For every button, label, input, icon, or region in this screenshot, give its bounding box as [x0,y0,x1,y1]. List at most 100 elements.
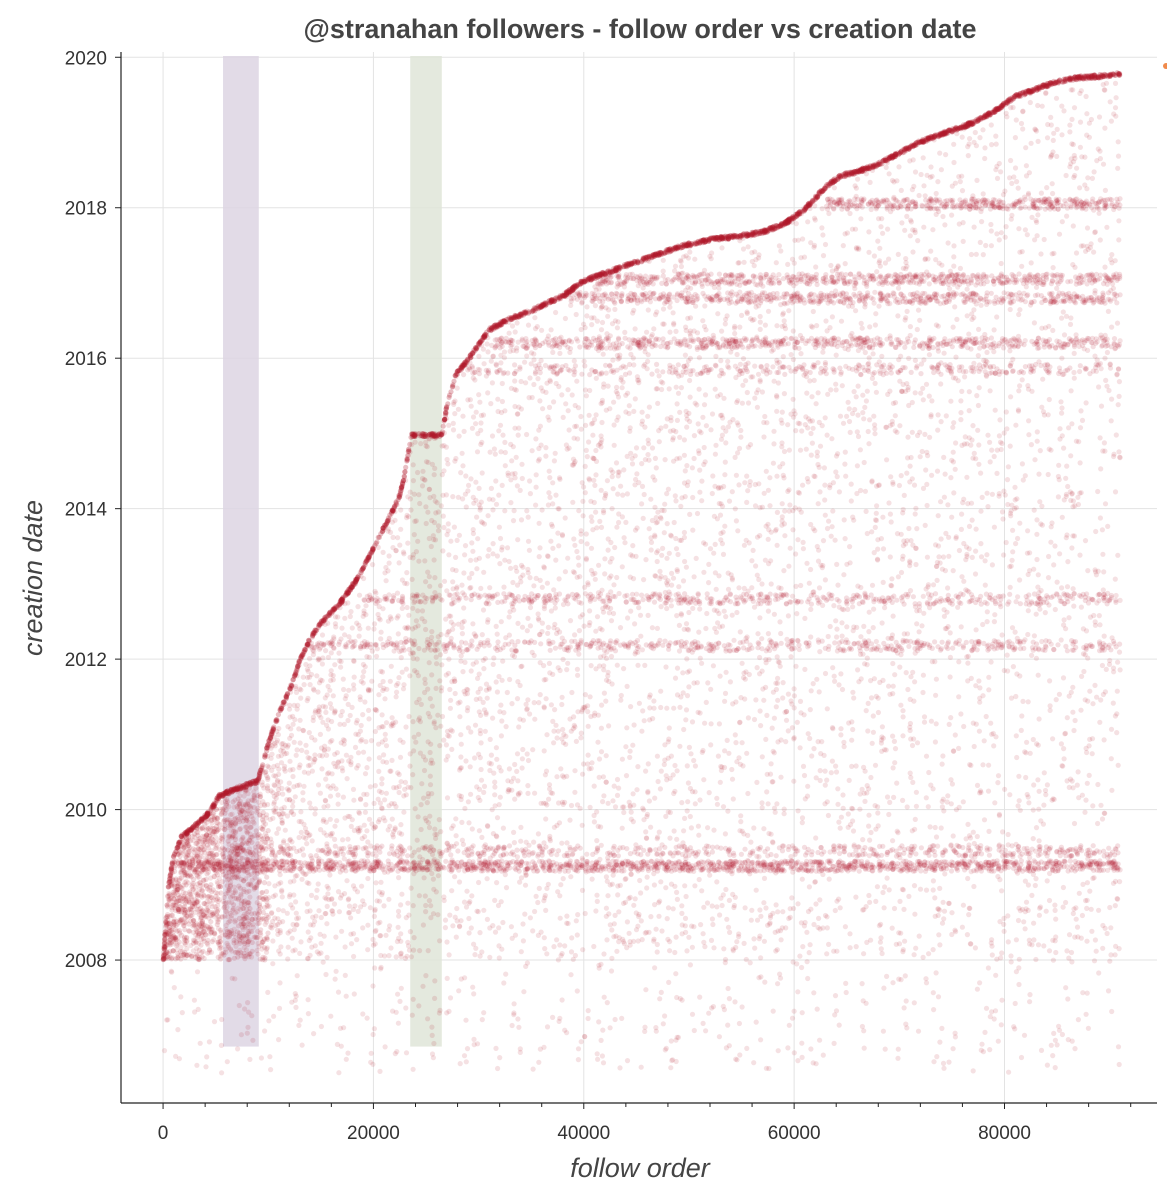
data-point-398 [535,458,542,464]
data-point-4071 [654,558,660,565]
data-point-3147 [914,621,920,627]
data-point-2260 [486,547,492,553]
data-point-1199 [308,892,315,899]
data-point-3740 [845,824,851,830]
data-point-2028 [926,393,932,399]
data-point-3657 [822,482,828,488]
data-point-719 [847,544,853,550]
data-point-4679 [884,875,890,881]
data-point-3087 [745,488,751,494]
data-point-372 [624,945,630,951]
data-point-1200 [195,1006,201,1013]
data-point-315 [321,830,327,836]
data-point-1932 [629,455,635,461]
data-point-2882 [414,656,420,662]
data-point-3631 [373,880,379,886]
data-point-2565 [1033,956,1039,963]
data-point-3593 [794,719,800,725]
data-point-4435 [458,732,464,738]
data-point-53 [519,461,525,467]
data-point-20 [1070,847,1076,853]
data-point-75 [523,872,529,879]
data-point-4652 [774,360,780,366]
data-point-3931 [660,321,666,327]
data-point-4921 [557,476,563,482]
data-point-1334 [1069,421,1075,427]
data-point-2296 [718,436,725,442]
data-point-239 [426,860,432,867]
data-point-4935 [1031,633,1037,639]
data-point-3443 [479,1017,485,1023]
data-point-2804 [459,582,465,588]
data-point-4795 [546,796,552,802]
data-point-3029 [1079,912,1085,919]
data-point-46 [783,709,790,715]
data-point-351 [160,955,166,962]
data-point-3767 [480,346,486,352]
data-point-1821 [1101,737,1107,743]
data-point-789 [810,681,816,687]
data-point-3034 [509,458,515,464]
data-point-930 [736,1020,743,1027]
data-point-4325 [242,1006,248,1012]
data-point-4387 [421,767,428,774]
data-point-3275 [578,735,584,741]
data-point-170 [655,400,661,406]
data-point-1543 [1114,896,1120,902]
data-point-2593 [416,558,422,564]
data-point-4950 [611,422,617,428]
data-point-1781 [1107,958,1113,964]
data-point-1169 [785,728,791,734]
data-point-267 [937,150,943,156]
data-point-3941 [319,632,326,638]
data-point-1653 [396,675,402,681]
data-point-3121 [1046,446,1052,452]
data-point-3947 [984,490,990,496]
data-point-4668 [808,430,814,437]
data-point-3498 [472,755,478,761]
data-point-2170 [617,882,623,889]
data-point-3844 [1021,1032,1028,1038]
data-point-248 [958,410,964,416]
data-point-221 [478,412,484,419]
data-point-373 [296,834,302,841]
data-point-4438 [907,720,914,727]
data-point-2241 [1074,165,1080,171]
data-point-3516 [981,738,987,744]
data-point-36 [255,940,261,946]
data-point-3789 [620,936,626,943]
data-point-379 [304,698,310,704]
data-point-1050 [1108,726,1115,732]
data-point-3689 [820,538,827,544]
data-point-1881 [519,475,525,482]
data-point-4180 [941,454,947,460]
data-point-3730 [497,535,504,542]
data-point-1211 [1009,180,1015,186]
data-point-397 [337,721,343,727]
data-point-1583 [822,497,828,503]
data-point-4680 [792,505,798,511]
data-point-3093 [345,701,351,708]
data-point-3662 [711,550,717,556]
data-point-1761 [767,475,773,481]
data-point-259 [541,898,547,904]
data-point-679 [574,932,580,938]
data-point-4952 [1078,243,1084,249]
data-point-1592 [959,388,965,394]
data-point-3445 [1080,990,1086,996]
data-point-2272 [645,358,651,364]
data-point-1343 [481,907,487,913]
data-point-1294 [679,800,685,806]
data-point-3813 [519,624,526,630]
data-point-1629 [687,813,693,820]
data-point-3904 [355,908,361,915]
data-point-1063 [415,469,421,476]
data-point-4725 [402,786,408,792]
data-point-385 [757,907,763,913]
data-point-499 [312,811,318,817]
data-point-3585 [820,349,826,355]
data-point-4733 [1025,794,1031,800]
data-point-4054 [1071,727,1077,734]
data-point-2576 [303,742,309,748]
data-point-4036 [476,353,482,359]
